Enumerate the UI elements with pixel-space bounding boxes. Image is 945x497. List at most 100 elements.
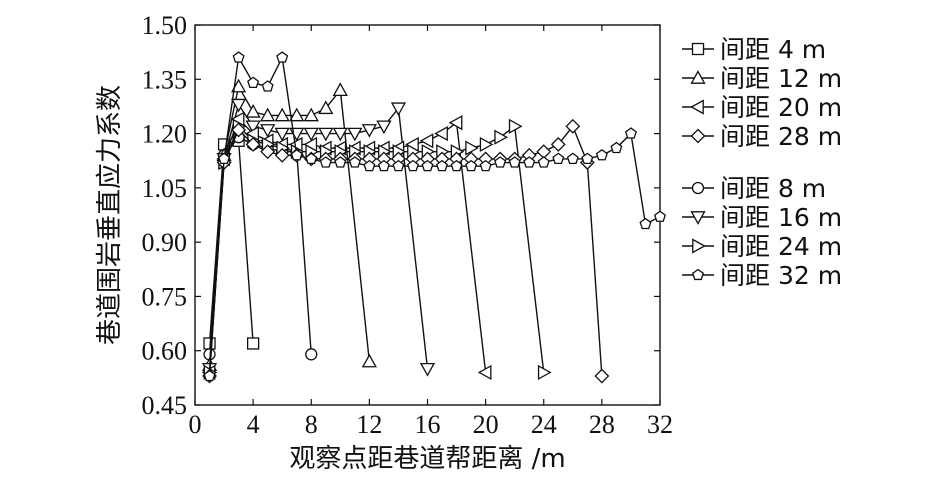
y-tick-label: 1.35 xyxy=(142,65,188,94)
legend-marker xyxy=(690,70,706,84)
data-point xyxy=(594,368,610,384)
y-tick-label: 1.50 xyxy=(142,11,188,40)
data-point xyxy=(260,144,276,160)
legend-label: 间距 24 m xyxy=(720,232,842,261)
data-point xyxy=(361,353,377,368)
data-point xyxy=(289,107,305,122)
data-point xyxy=(419,133,434,149)
data-point xyxy=(348,156,361,168)
data-point xyxy=(494,156,507,168)
legend-label: 间距 4 m xyxy=(720,35,826,64)
data-point xyxy=(274,107,290,122)
data-point xyxy=(318,100,334,115)
series-line xyxy=(208,139,254,344)
data-point xyxy=(232,51,245,63)
x-tick-label: 24 xyxy=(531,410,557,439)
data-point xyxy=(246,337,260,350)
y-tick-label: 0.60 xyxy=(142,337,188,366)
data-point xyxy=(231,122,247,138)
legend-item: 间距 4 m xyxy=(682,35,826,64)
legend-marker xyxy=(690,211,706,225)
data-point xyxy=(477,364,492,381)
legend-marker xyxy=(690,128,706,144)
data-point xyxy=(450,159,463,172)
data-point xyxy=(523,156,536,168)
data-point xyxy=(305,152,318,165)
data-point xyxy=(245,104,261,118)
data-point xyxy=(334,156,347,168)
legend-item: 间距 28 m xyxy=(682,122,842,151)
data-point xyxy=(465,159,478,172)
data-point xyxy=(508,156,521,168)
y-axis-title: 巷道围岩垂直应力系数 xyxy=(95,85,125,345)
data-point xyxy=(303,107,319,122)
data-point xyxy=(537,364,552,381)
x-tick-label: 16 xyxy=(415,410,441,439)
legend-item: 间距 20 m xyxy=(682,93,842,122)
data-point xyxy=(550,137,566,152)
data-point xyxy=(436,159,449,172)
data-point xyxy=(566,152,579,165)
series-间距-32-m xyxy=(203,51,666,382)
data-point xyxy=(230,98,247,113)
x-tick-label: 4 xyxy=(247,410,260,439)
data-point xyxy=(276,51,289,63)
series-line xyxy=(208,125,545,373)
data-point xyxy=(552,152,565,165)
legend-label: 间距 32 m xyxy=(720,261,842,290)
data-point xyxy=(260,124,276,138)
data-point xyxy=(245,137,261,152)
data-point xyxy=(479,159,492,172)
data-point xyxy=(392,159,405,172)
data-point xyxy=(537,156,550,168)
series-layer xyxy=(201,51,666,384)
data-point xyxy=(218,152,231,165)
data-point xyxy=(654,210,666,222)
data-point xyxy=(376,120,392,135)
x-tick-label: 0 xyxy=(189,410,202,439)
data-point xyxy=(260,107,276,122)
data-point xyxy=(419,362,436,377)
legend-marker xyxy=(691,181,705,195)
data-point xyxy=(261,80,274,92)
y-tick-label: 1.20 xyxy=(142,120,188,149)
legend-label: 间距 12 m xyxy=(720,64,842,93)
x-tick-label: 20 xyxy=(473,410,499,439)
data-point xyxy=(448,115,463,131)
data-point xyxy=(494,129,508,145)
data-point xyxy=(610,141,623,154)
data-point xyxy=(290,148,303,161)
data-point xyxy=(247,76,260,88)
legend-marker xyxy=(691,42,705,56)
data-point xyxy=(406,159,419,172)
data-point xyxy=(479,136,494,153)
legend-label: 间距 16 m xyxy=(720,203,842,232)
data-point xyxy=(624,127,637,139)
data-point xyxy=(319,156,332,168)
data-point xyxy=(390,102,407,117)
data-point xyxy=(303,127,319,142)
data-point xyxy=(361,124,377,138)
x-axis-title: 观察点距巷道帮距离 /m xyxy=(289,444,565,474)
series-line xyxy=(208,136,312,355)
legend-marker xyxy=(690,99,704,115)
data-point xyxy=(581,152,594,165)
data-point xyxy=(347,127,363,142)
data-point xyxy=(595,148,608,161)
x-tick-label: 12 xyxy=(356,410,382,439)
legend-item: 间距 16 m xyxy=(682,203,842,232)
data-point xyxy=(434,125,448,142)
data-point xyxy=(318,127,334,142)
x-tick-label: 8 xyxy=(305,410,318,439)
data-point xyxy=(508,118,523,134)
data-point xyxy=(639,217,652,230)
legend: 间距 4 m间距 12 m间距 20 m间距 28 m 间距 8 m间距 16 m… xyxy=(682,35,842,290)
plot-axes: 0 4 8 12 16 20 24 28 32 0.45 0.60 0.75 0.90 1.05 1.20 1… xyxy=(142,11,674,439)
legend-item: 间距 24 m xyxy=(682,232,842,261)
y-tick-label: 0.90 xyxy=(142,228,188,257)
legend-item: 间距 8 m xyxy=(682,174,826,203)
data-point xyxy=(377,159,390,172)
data-point xyxy=(421,159,434,172)
data-point xyxy=(465,140,479,156)
